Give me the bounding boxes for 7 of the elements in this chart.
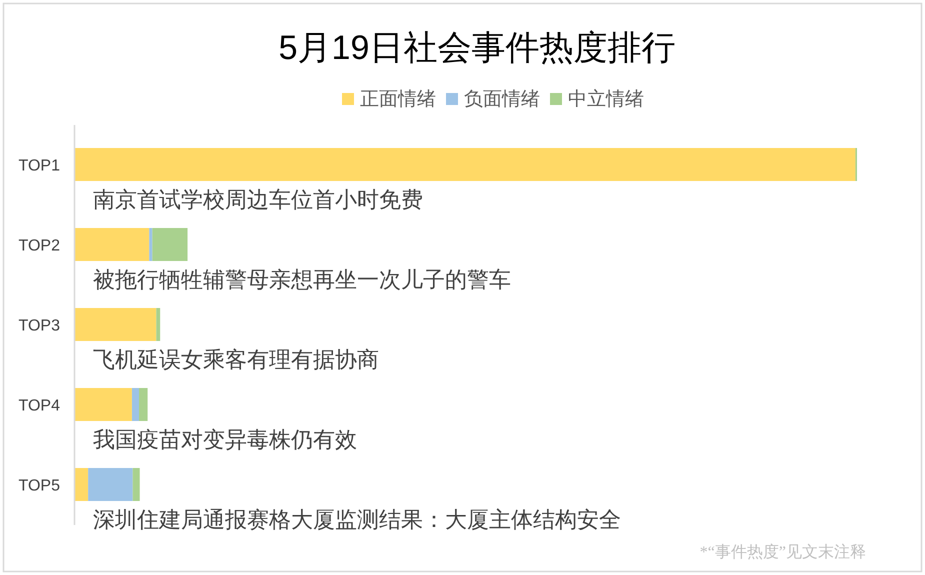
title: 5月19日社会事件热度排行	[278, 29, 676, 67]
annotation: 我国疫苗对变异毒株仍有效	[93, 427, 357, 452]
note: *“事件热度”见文末注释	[700, 544, 866, 561]
annotation: 被拖行牺牲辅警母亲想再坐一次儿子的警车	[93, 267, 511, 292]
annotation: 飞机延误女乘客有理有据协商	[93, 347, 379, 372]
annotation: 深圳住建局通报赛格大厦监测结果：大厦主体结构安全	[93, 507, 621, 532]
annotation: 南京首试学校周边车位首小时免费	[93, 187, 423, 212]
